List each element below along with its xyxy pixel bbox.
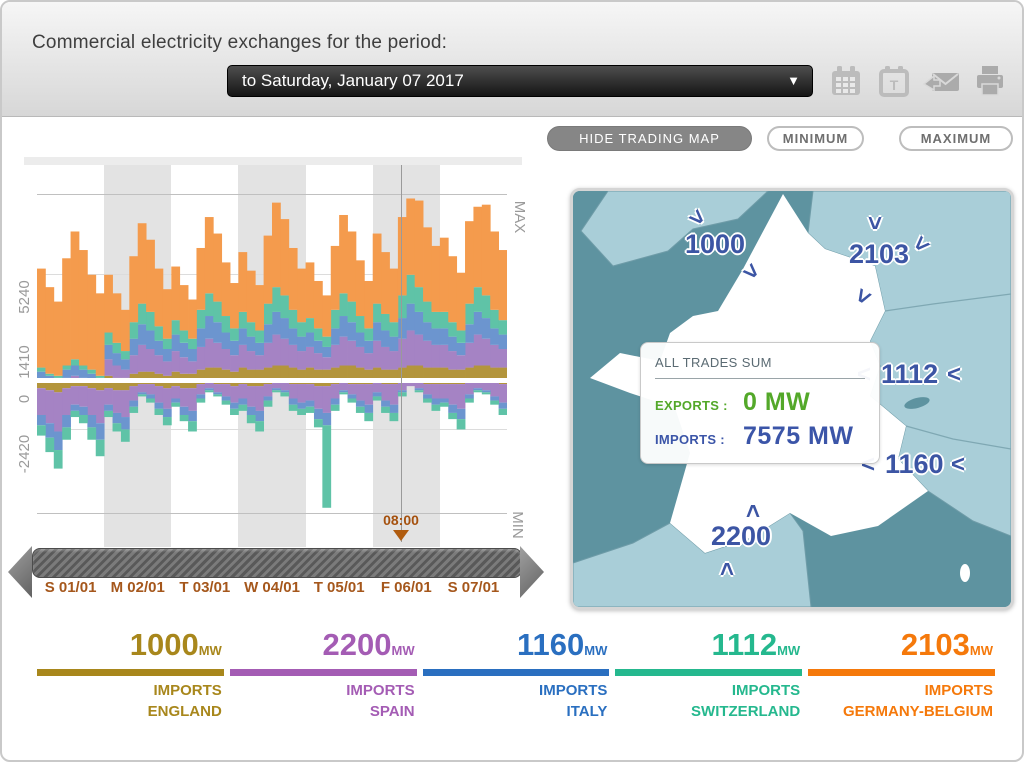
legend-item-italy: 1160MW IMPORTS ITALY	[422, 627, 610, 722]
map-trade-overlays: < 1000 < < < 2103 < < 1112 < < 1160 < < …	[573, 191, 1011, 607]
legend-color-bar	[37, 669, 224, 676]
legend-color-bar	[808, 669, 995, 676]
legend-value: 1160	[517, 627, 585, 662]
flow-arrow-icon: <	[683, 202, 713, 232]
time-cursor-label: 08:00	[383, 512, 419, 528]
imports-label: IMPORTS :	[655, 432, 725, 447]
x-axis-date-labels: S 01/01 M 02/01 T 03/01 W 04/01 T 05/01 F 06/…	[44, 579, 500, 596]
calendar-icon[interactable]	[826, 62, 866, 100]
period-dropdown-value: to Saturday, January 07 2017	[242, 71, 464, 90]
max-axis-label: MAX	[511, 200, 528, 234]
legend-unit: MW	[777, 643, 801, 658]
legend-country: SWITZERLAND	[691, 703, 801, 720]
lake-geneva	[904, 397, 930, 409]
page-title: Commercial electricity exchanges for the…	[32, 32, 448, 53]
send-mail-icon[interactable]	[922, 62, 962, 100]
print-icon[interactable]	[970, 62, 1010, 100]
header-icons: T	[826, 62, 1010, 100]
legend-unit: MW	[391, 643, 415, 658]
legend-color-bar	[615, 669, 803, 676]
time-cursor-line	[401, 165, 402, 542]
exchange-legend: 1000MW IMPORTS ENGLAND 2200MW IMPORTS SP…	[37, 627, 995, 722]
hide-trading-map-button[interactable]: HIDE TRADING MAP	[547, 126, 752, 151]
exports-label: EXPORTS :	[655, 398, 728, 413]
slider-right-arrow[interactable]	[520, 546, 544, 598]
slider-left-arrow[interactable]	[8, 546, 32, 598]
flow-arrow-icon: <	[737, 256, 767, 286]
trading-map-panel: < 1000 < < < 2103 < < 1112 < < 1160 < < …	[570, 188, 1014, 610]
legend-item-england: 1000MW IMPORTS ENGLAND	[37, 627, 224, 722]
calendar-type-icon[interactable]: T	[874, 62, 914, 100]
legend-color-bar	[422, 669, 610, 676]
legend-item-switzerland: 1112MW IMPORTS SWITZERLAND	[615, 627, 803, 722]
period-dropdown[interactable]: to Saturday, January 07 2017 ▼	[227, 65, 813, 97]
y-axis-label-0: 0	[16, 394, 33, 404]
min-axis-label: MIN	[509, 511, 526, 539]
legend-direction: IMPORTS	[731, 682, 801, 699]
legend-value: 1000	[129, 627, 199, 662]
svg-text:T: T	[890, 77, 899, 93]
legend-country: GERMANY-BELGIUM	[842, 703, 993, 720]
gridline-min	[37, 513, 507, 514]
flow-arrow-icon: <	[862, 215, 890, 231]
flow-arrow-icon: <	[951, 451, 966, 478]
legend-unit: MW	[969, 643, 993, 658]
legend-value: 2200	[322, 627, 392, 662]
gridline-minus2420	[37, 429, 507, 430]
legend-direction: IMPORTS	[153, 682, 222, 699]
legend-country: SPAIN	[369, 703, 415, 720]
imports-value: 7575 MW	[743, 422, 854, 450]
flow-arrow-icon: <	[907, 230, 937, 260]
minimum-button[interactable]: MINIMUM	[767, 126, 864, 151]
corsica	[960, 564, 970, 582]
legend-value: 1112	[711, 627, 778, 662]
legend-item-germany-belgium: 2103MW IMPORTS GERMANY-BELGIUM	[808, 627, 995, 722]
gridline-max	[37, 194, 507, 195]
legend-unit: MW	[584, 643, 608, 658]
legend-direction: IMPORTS	[346, 682, 415, 699]
legend-country: ENGLAND	[147, 703, 222, 720]
period-slider[interactable]	[32, 548, 522, 578]
england-landmass	[580, 191, 769, 267]
y-axis-label-minus2420: -2420	[16, 434, 33, 474]
zero-line	[37, 378, 507, 383]
time-cursor-marker[interactable]	[393, 530, 409, 541]
divider	[655, 378, 865, 379]
legend-value: 2103	[900, 627, 970, 662]
exports-value: 0 MW	[743, 388, 811, 416]
legend-unit: MW	[198, 643, 222, 658]
flow-arrow-icon: <	[947, 361, 962, 388]
chevron-down-icon: ▼	[787, 73, 800, 88]
chart-top-strip	[24, 157, 522, 165]
stacked-exchange-chart	[37, 198, 507, 508]
maximum-button[interactable]: MAXIMUM	[899, 126, 1013, 151]
country-border	[905, 425, 1011, 450]
all-trades-sum-box: ALL TRADES SUM EXPORTS : 0 MW IMPORTS : …	[640, 342, 880, 464]
trade-value-italy: 1160	[885, 449, 944, 479]
y-axis-label-5240: 5240	[16, 280, 33, 314]
legend-country: ITALY	[566, 703, 608, 720]
flow-arrow-icon: <	[739, 503, 767, 519]
trade-value-germany-belgium: 2103	[849, 239, 910, 269]
trade-value-spain: 2200	[711, 521, 772, 551]
flow-arrow-icon: <	[713, 561, 741, 577]
header: Commercial electricity exchanges for the…	[2, 2, 1022, 117]
trade-value-england: 1000	[685, 229, 746, 259]
legend-direction: IMPORTS	[539, 682, 608, 699]
legend-item-spain: 2200MW IMPORTS SPAIN	[229, 627, 417, 722]
all-trades-sum-title: ALL TRADES SUM	[655, 355, 772, 370]
legend-direction: IMPORTS	[924, 682, 993, 699]
legend-color-bar	[229, 669, 417, 676]
flow-arrow-icon: <	[848, 283, 879, 310]
trade-value-switzerland: 1112	[881, 359, 939, 389]
country-border	[884, 293, 1011, 312]
